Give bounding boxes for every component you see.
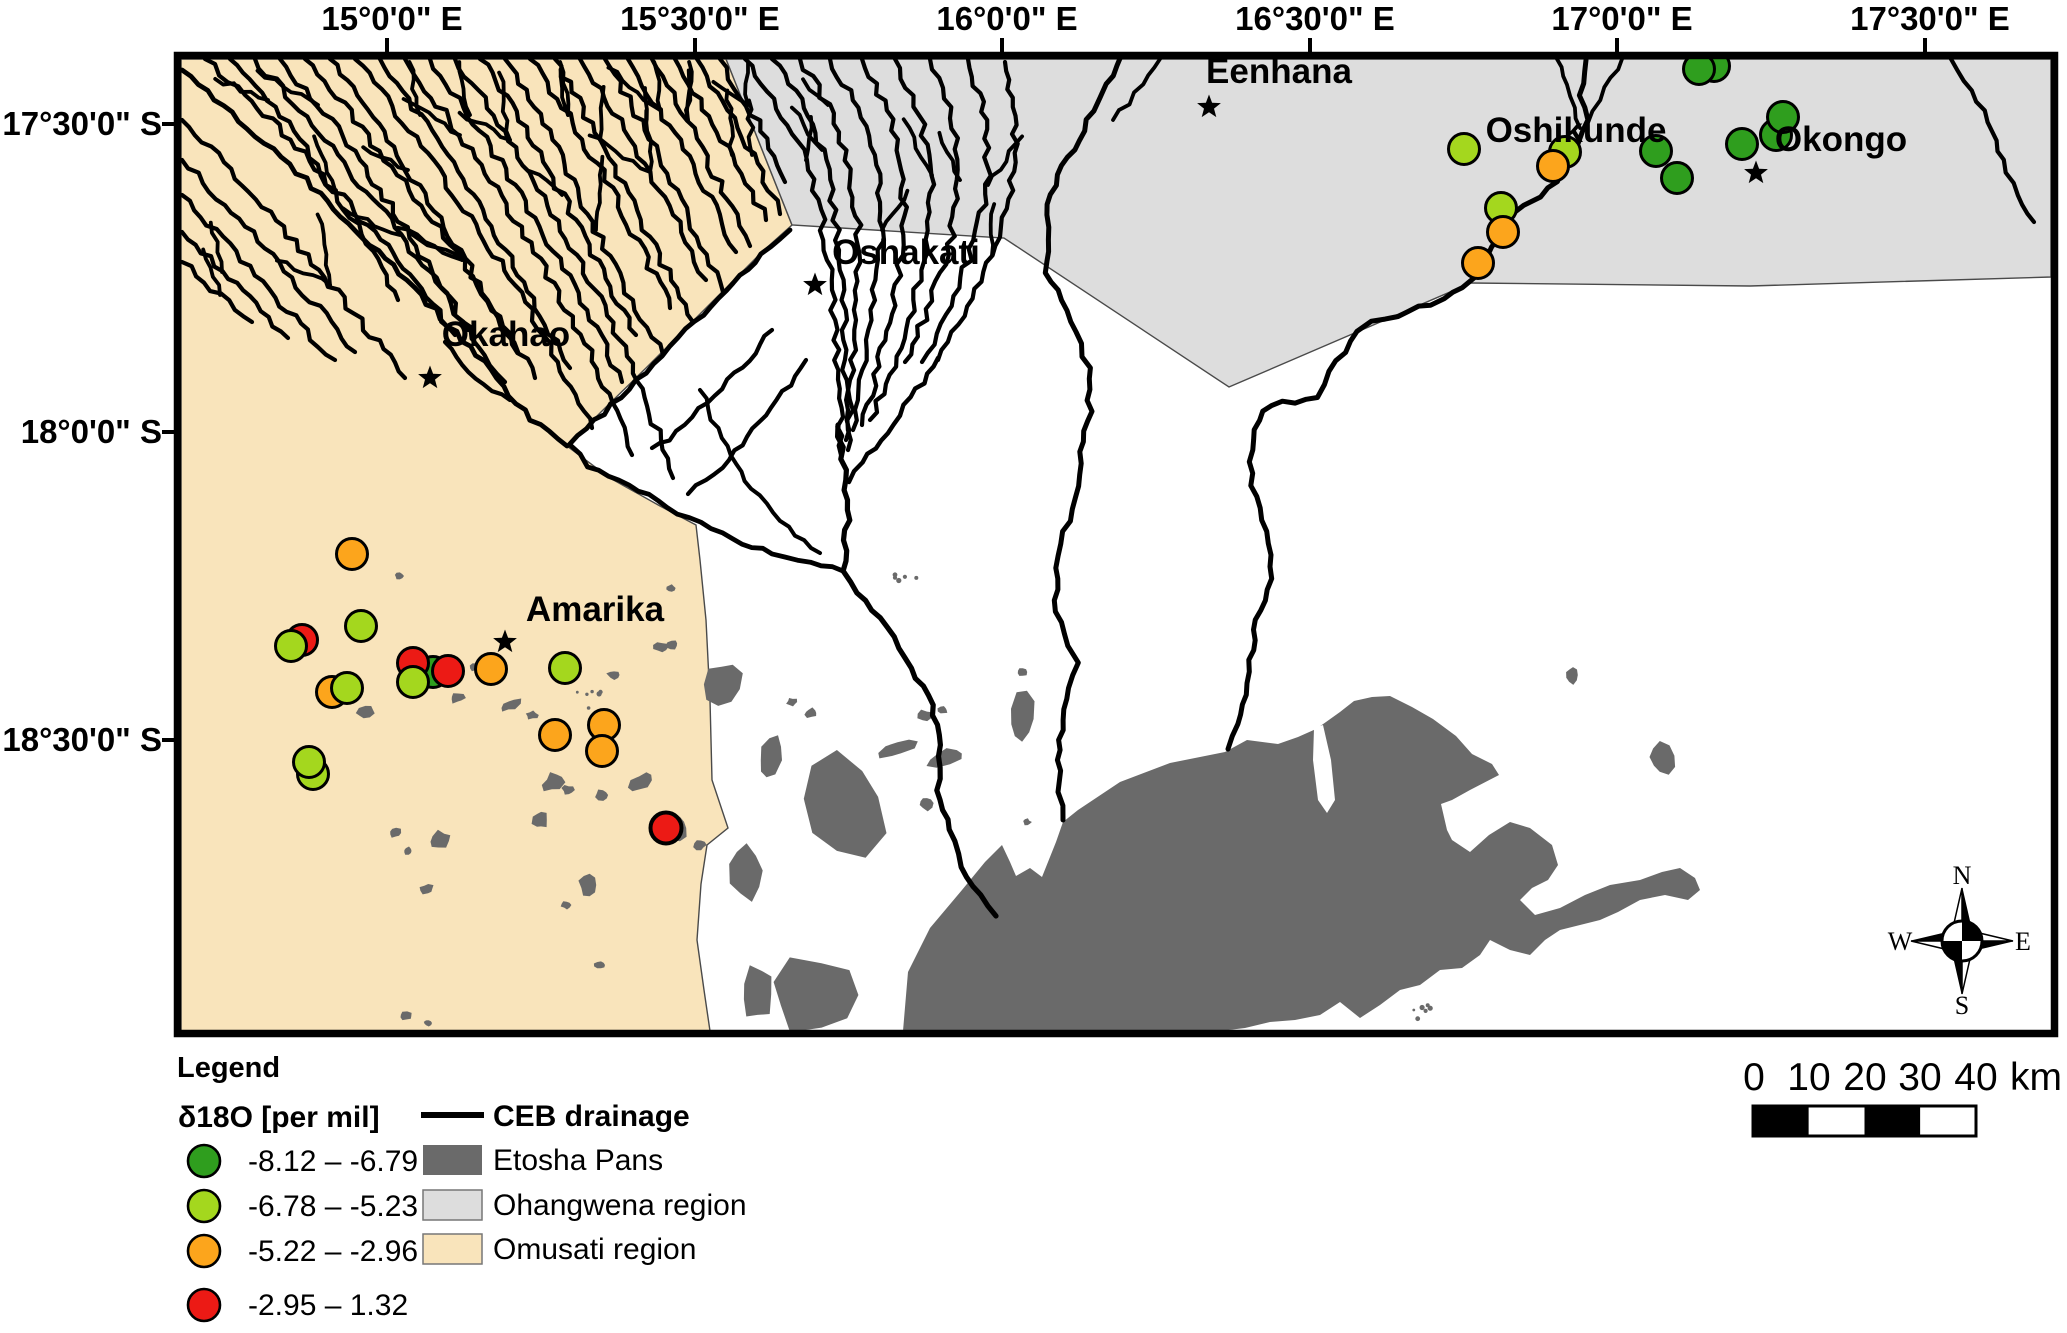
svg-text:N: N (1953, 861, 1972, 890)
svg-text:17°30'0" S: 17°30'0" S (2, 105, 162, 142)
svg-text:17°0'0" E: 17°0'0" E (1551, 0, 1692, 37)
svg-text:δ18O [per mil]: δ18O [per mil] (178, 1101, 380, 1134)
svg-text:16°30'0" E: 16°30'0" E (1235, 0, 1395, 37)
svg-text:40: 40 (1954, 1056, 1997, 1099)
svg-text:Etosha Pans: Etosha Pans (493, 1144, 663, 1177)
svg-text:-2.95 – 1.32: -2.95 – 1.32 (248, 1289, 408, 1322)
svg-text:18°0'0" S: 18°0'0" S (21, 413, 162, 450)
svg-text:10: 10 (1787, 1056, 1830, 1099)
svg-text:Oshakati: Oshakati (832, 233, 980, 272)
svg-text:Okongo: Okongo (1775, 120, 1907, 159)
svg-text:Okahao: Okahao (442, 315, 570, 354)
svg-text:CEB drainage: CEB drainage (493, 1100, 690, 1133)
svg-text:Ohangwena region: Ohangwena region (493, 1189, 747, 1222)
svg-text:E: E (2015, 927, 2031, 956)
svg-text:-8.12 – -6.79: -8.12 – -6.79 (248, 1145, 418, 1178)
svg-text:16°0'0" E: 16°0'0" E (936, 0, 1077, 37)
svg-text:0: 0 (1743, 1056, 1765, 1099)
svg-text:-5.22 – -2.96: -5.22 – -2.96 (248, 1235, 418, 1268)
svg-text:Oshikunde: Oshikunde (1486, 111, 1667, 150)
svg-text:Omusati region: Omusati region (493, 1233, 696, 1266)
svg-text:S: S (1955, 991, 1969, 1020)
svg-text:18°30'0" S: 18°30'0" S (2, 721, 162, 758)
svg-text:30: 30 (1898, 1056, 1941, 1099)
svg-text:km: km (2010, 1056, 2062, 1099)
svg-text:Amarika: Amarika (526, 590, 665, 629)
svg-text:-6.78 – -5.23: -6.78 – -5.23 (248, 1190, 418, 1223)
svg-text:Eenhana: Eenhana (1206, 52, 1352, 91)
svg-text:15°30'0" E: 15°30'0" E (620, 0, 780, 37)
svg-text:20: 20 (1843, 1056, 1886, 1099)
svg-text:17°30'0" E: 17°30'0" E (1850, 0, 2010, 37)
svg-text:15°0'0" E: 15°0'0" E (321, 0, 462, 37)
svg-text:W: W (1888, 927, 1913, 956)
svg-text:Legend: Legend (177, 1052, 280, 1084)
